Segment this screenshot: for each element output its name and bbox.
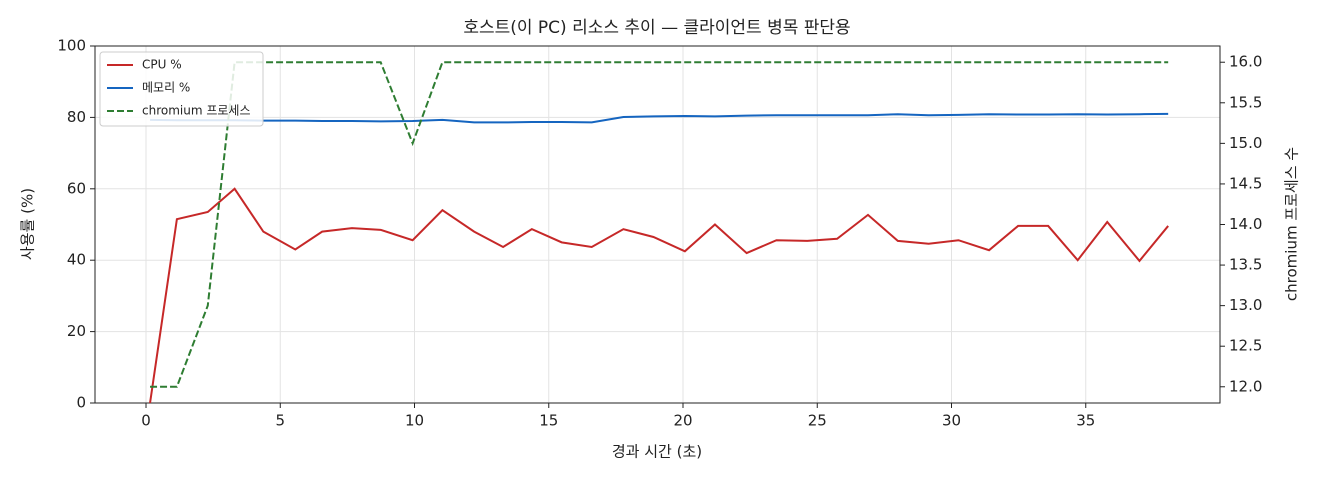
x-tick-label: 10: [405, 412, 424, 430]
plot-frame: [94, 45, 1221, 404]
y2-tick-label: 12.0: [1229, 377, 1262, 395]
y2-tick-label: 15.5: [1229, 93, 1262, 111]
x-tick-label: 5: [275, 412, 285, 430]
y2-axis-label: chromium 프로세스 수: [1283, 147, 1301, 301]
legend-label: 메모리 %: [142, 81, 190, 95]
y-tick-label: 40: [67, 251, 86, 269]
y2-tick-label: 14.5: [1229, 174, 1262, 192]
x-tick-label: 20: [673, 412, 692, 430]
x-axis-label: 경과 시간 (초): [612, 443, 702, 461]
x-tick-label: 30: [942, 412, 961, 430]
y-tick-label: 20: [67, 322, 86, 340]
y2-tick-label: 13.5: [1229, 256, 1262, 274]
series-line: [150, 112, 1169, 124]
y2-tick-label: 13.0: [1229, 296, 1262, 314]
legend-label: CPU %: [142, 58, 182, 72]
x-tick-label: 15: [539, 412, 558, 430]
y2-tick-label: 15.0: [1229, 134, 1262, 152]
y-tick-label: 80: [67, 108, 86, 126]
y2-tick-label: 12.5: [1229, 337, 1262, 355]
y-tick-label: 0: [76, 394, 86, 412]
y-tick-label: 100: [57, 37, 86, 55]
y2-tick-label: 16.0: [1229, 53, 1262, 71]
series-line: [149, 187, 1169, 404]
y-tick-label: 60: [67, 179, 86, 197]
y2-tick-label: 14.0: [1229, 215, 1262, 233]
chart-title: 호스트(이 PC) 리소스 추이 — 클라이언트 병목 판단용: [463, 18, 850, 38]
legend-label: chromium 프로세스: [142, 104, 251, 118]
x-tick-label: 35: [1076, 412, 1095, 430]
legend-box: [99, 51, 264, 127]
x-tick-label: 25: [808, 412, 827, 430]
x-tick-label: 0: [141, 412, 151, 430]
y-axis-label: 사용률 (%): [19, 188, 37, 260]
series-line: [150, 61, 1169, 388]
